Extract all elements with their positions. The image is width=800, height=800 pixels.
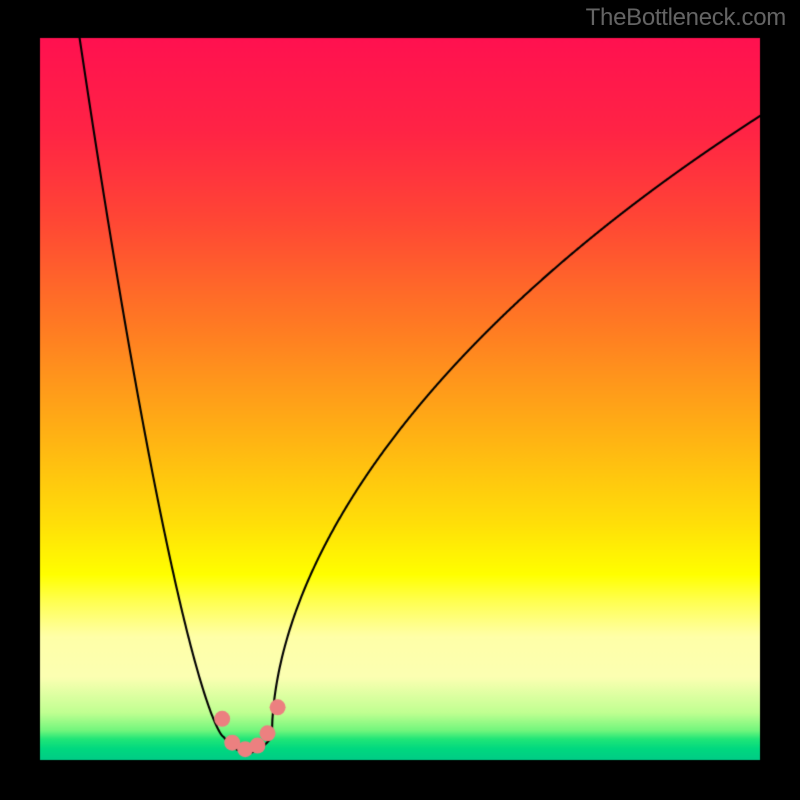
watermark-text: TheBottleneck.com <box>586 4 786 32</box>
bottleneck-chart-canvas <box>0 0 800 800</box>
chart-container: TheBottleneck.com <box>0 0 800 800</box>
